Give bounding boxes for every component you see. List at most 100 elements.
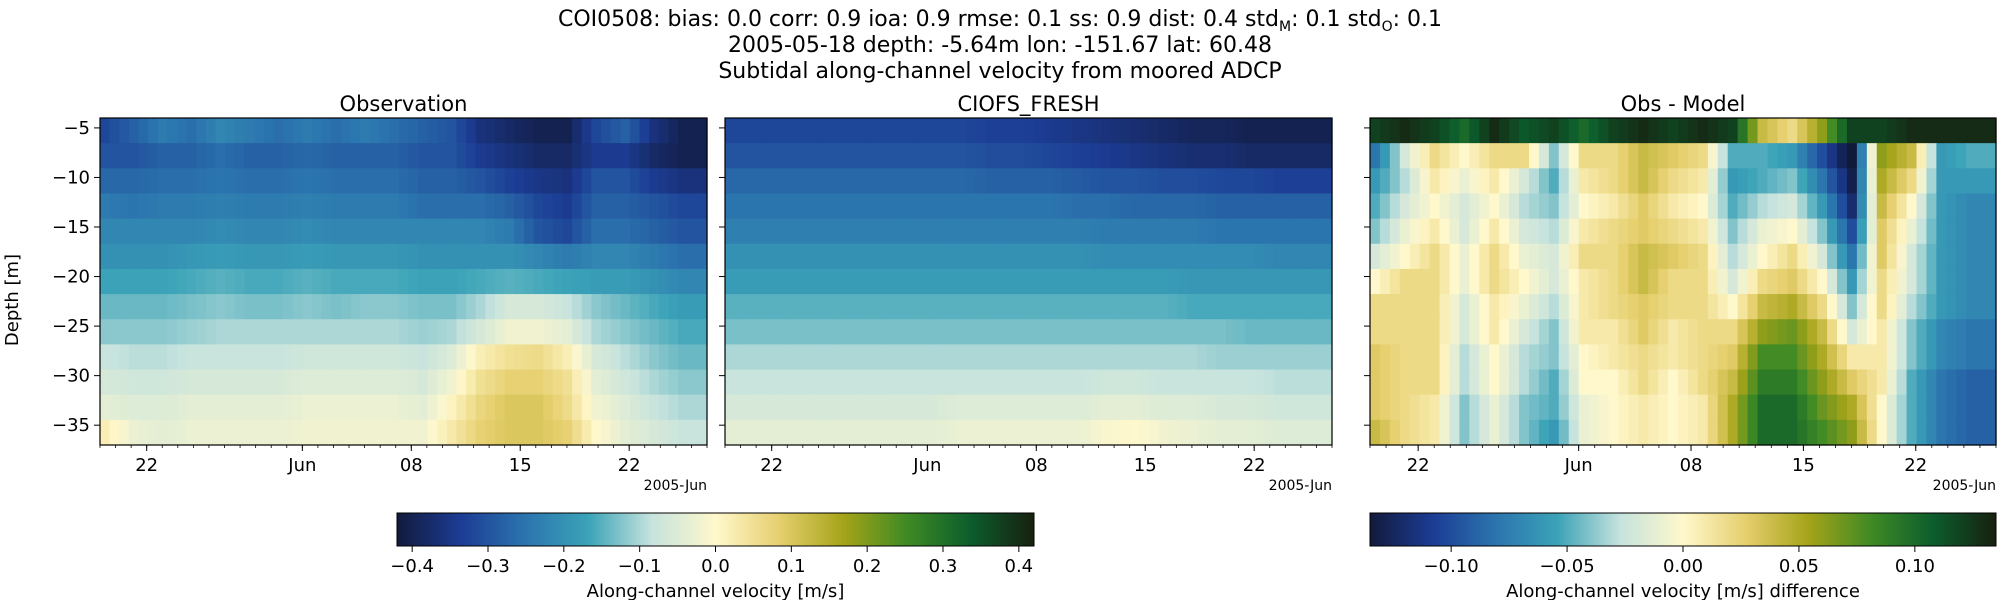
heatmap-cell <box>792 419 803 446</box>
heatmap-cell <box>1846 168 1858 195</box>
heatmap-cell <box>389 394 400 421</box>
heatmap-cell <box>753 394 765 421</box>
heatmap-cell <box>773 369 784 396</box>
heatmap-cell <box>1668 344 1679 371</box>
heatmap-cell <box>1293 294 1304 320</box>
heatmap-cell <box>629 118 641 144</box>
heatmap-cell <box>734 344 745 371</box>
heatmap-cell <box>1206 344 1217 371</box>
heatmap-cell <box>1091 268 1102 295</box>
heatmap-cell <box>1042 118 1054 144</box>
heatmap-cell <box>1274 193 1285 220</box>
heatmap-cell <box>869 143 880 169</box>
heatmap-cell <box>1588 394 1600 421</box>
heatmap-cell <box>1264 369 1275 396</box>
heatmap-cell <box>1052 344 1063 371</box>
heatmap-cell <box>1389 268 1401 295</box>
heatmap-cell <box>340 168 352 195</box>
heatmap-cell <box>485 168 496 195</box>
heatmap-cell <box>128 218 140 245</box>
heatmap-cell <box>917 268 928 295</box>
heatmap-cell <box>302 344 313 371</box>
heatmap-cell <box>879 118 890 144</box>
heatmap-cell <box>196 344 207 371</box>
heatmap-cell <box>350 294 361 320</box>
heatmap-cell <box>504 193 515 220</box>
heatmap-cell <box>417 193 429 220</box>
heatmap-cell <box>610 394 621 421</box>
heatmap-cell <box>1081 419 1092 446</box>
heatmap-cell <box>427 319 438 345</box>
heatmap-cell <box>1429 143 1441 169</box>
heatmap-cell <box>1312 168 1323 195</box>
heatmap-cell <box>859 193 871 220</box>
heatmap-cell <box>292 243 303 270</box>
heatmap-cell <box>1936 168 1947 195</box>
heatmap-cell <box>888 143 900 169</box>
heatmap-cell <box>302 118 313 144</box>
heatmap-cell <box>1509 118 1520 144</box>
heatmap-cell <box>830 319 842 345</box>
heatmap-cell <box>908 168 919 195</box>
heatmap-cell <box>533 344 544 371</box>
heatmap-cell <box>1658 394 1669 421</box>
heatmap-cell <box>1787 394 1798 421</box>
heatmap-cell <box>283 319 294 345</box>
heatmap-cell <box>398 118 409 144</box>
heatmap-cell <box>802 319 813 345</box>
heatmap-cell <box>649 268 660 295</box>
heatmap-cell <box>1588 369 1600 396</box>
heatmap-cell <box>1827 268 1838 295</box>
heatmap-cell <box>1216 193 1227 220</box>
heatmap-cell <box>1499 143 1510 169</box>
heatmap-cell <box>1648 394 1659 421</box>
heatmap-cell <box>1245 118 1256 144</box>
colorbar-tick-label: 0.00 <box>1663 556 1703 577</box>
heatmap-cell <box>1479 419 1490 446</box>
heatmap-cell <box>850 143 861 169</box>
heatmap-cell <box>1767 243 1778 270</box>
heatmap-cell <box>1737 419 1749 446</box>
heatmap-cell <box>138 394 149 421</box>
heatmap-cell <box>956 243 967 270</box>
heatmap-cell <box>1245 419 1256 446</box>
heatmap-cell <box>1449 369 1461 396</box>
heatmap-cell <box>1737 143 1749 169</box>
heatmap-cell <box>994 419 1006 446</box>
heatmap-cell <box>1499 193 1510 220</box>
heatmap-cell <box>869 218 880 245</box>
heatmap-cell <box>1767 193 1778 220</box>
heatmap-cell <box>859 419 871 446</box>
heatmap-cell <box>1120 369 1131 396</box>
heatmap-cell <box>119 243 130 270</box>
heatmap-cell <box>1439 294 1451 320</box>
heatmap-cell <box>1747 268 1759 295</box>
heatmap-cell <box>1429 193 1441 220</box>
heatmap-cell <box>1479 294 1490 320</box>
heatmap-cell <box>1767 143 1778 169</box>
heatmap-cell <box>1014 193 1025 220</box>
heatmap-cell <box>1139 268 1150 295</box>
heatmap-cell <box>850 394 861 421</box>
heatmap-cell <box>1608 369 1620 396</box>
heatmap-cell <box>1283 344 1295 371</box>
heatmap-cell <box>331 268 342 295</box>
heatmap-cell <box>629 419 641 446</box>
heatmap-cell <box>1459 319 1470 345</box>
heatmap-cell <box>148 118 159 144</box>
heatmap-cell <box>263 268 275 295</box>
heatmap-cell <box>1846 344 1858 371</box>
heatmap-cell <box>1807 168 1818 195</box>
heatmap-cell <box>1158 143 1169 169</box>
heatmap-cell <box>821 319 832 345</box>
heatmap-cell <box>1837 344 1848 371</box>
heatmap-cell <box>350 419 361 446</box>
heatmap-cell <box>1409 268 1421 295</box>
heatmap-cell <box>1004 419 1015 446</box>
heatmap-cell <box>485 319 496 345</box>
heatmap-cell <box>840 419 851 446</box>
heatmap-cell <box>389 344 400 371</box>
heatmap-cell <box>340 394 352 421</box>
heatmap-cell <box>254 268 265 295</box>
heatmap-cell <box>753 294 765 320</box>
